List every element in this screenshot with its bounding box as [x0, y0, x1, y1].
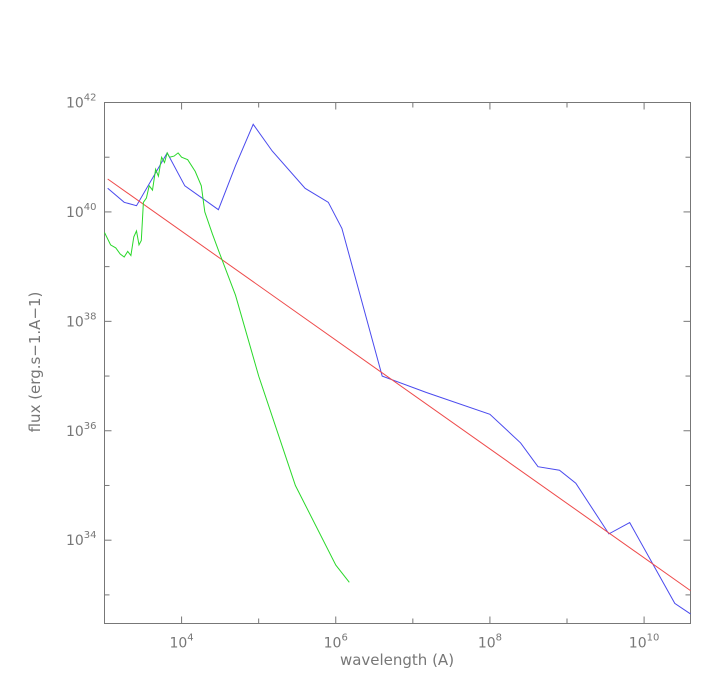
- blue-series-line: [107, 123, 691, 615]
- green-series-line: [104, 151, 350, 583]
- x-tick-label: 1010: [629, 633, 660, 652]
- y-tick-label: 1036: [66, 421, 97, 440]
- x-tick-label: 106: [324, 633, 348, 652]
- x-axis-title: wavelength (A): [340, 651, 454, 669]
- series-layer: [104, 123, 691, 615]
- plot-frame: [104, 102, 691, 624]
- y-tick-label: 1042: [66, 93, 97, 112]
- y-tick-label: 1038: [66, 311, 97, 330]
- y-axis-title: flux (erg.s−1.A−1): [26, 292, 44, 433]
- x-tick-label: 104: [169, 633, 193, 652]
- y-axis-ticks: 1034 1036 1038 1040 1042: [66, 93, 691, 596]
- red-series-line: [107, 178, 691, 592]
- x-axis-ticks: 104 106 108 1010: [104, 102, 660, 652]
- y-tick-label: 1040: [66, 202, 97, 221]
- x-tick-label: 108: [478, 633, 502, 652]
- y-tick-label: 1034: [66, 530, 97, 549]
